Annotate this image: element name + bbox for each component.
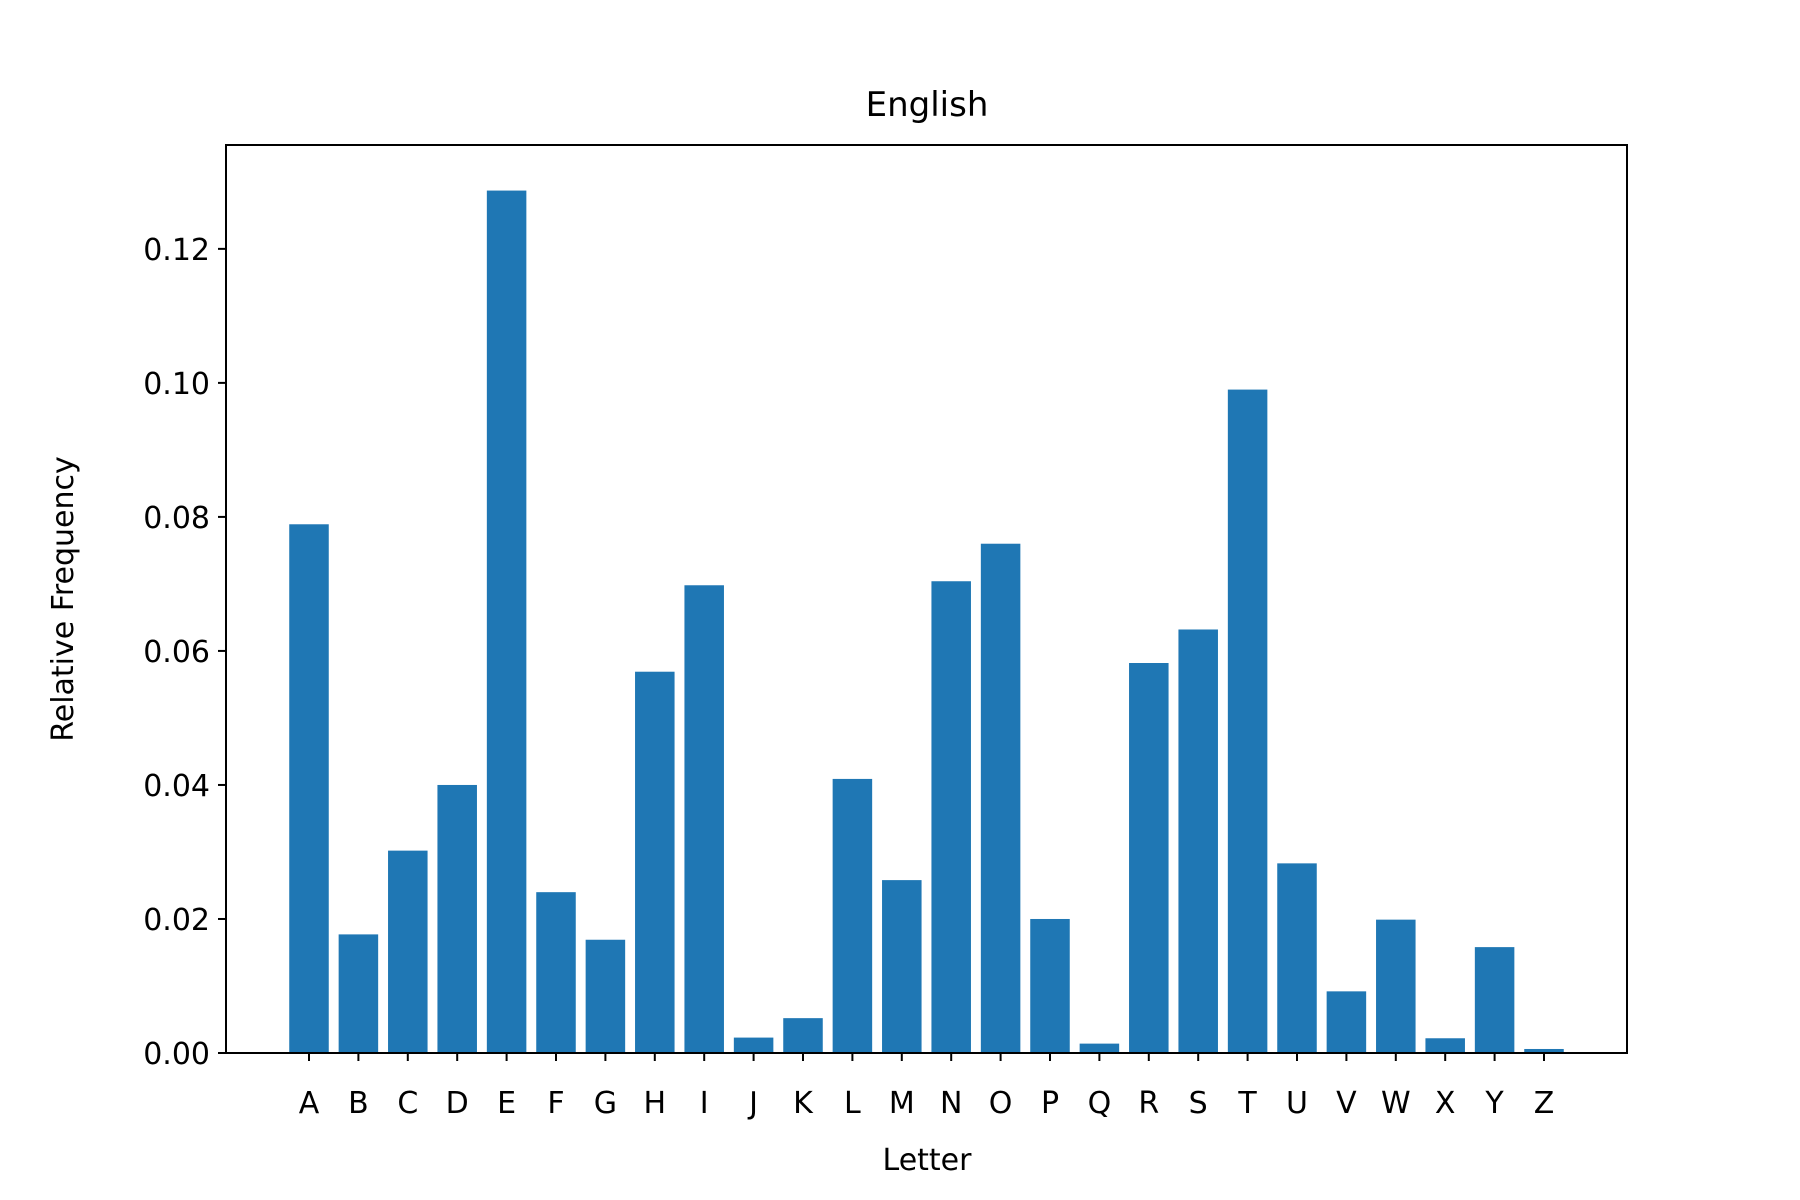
bar-r bbox=[1129, 663, 1169, 1053]
bar-s bbox=[1178, 629, 1218, 1053]
bar-y bbox=[1474, 947, 1515, 1053]
x-tick-label-f: F bbox=[547, 1086, 564, 1121]
bar-f bbox=[536, 892, 576, 1053]
x-tick-label-n: N bbox=[940, 1086, 962, 1121]
y-tick-label-6: 0.12 bbox=[143, 233, 210, 268]
bar-q bbox=[1079, 1043, 1120, 1053]
bar-n bbox=[931, 581, 971, 1053]
bar-m bbox=[882, 880, 922, 1053]
bars-group bbox=[289, 190, 1564, 1054]
x-axis-label: Letter bbox=[883, 1143, 973, 1178]
bar-a bbox=[289, 524, 329, 1053]
x-tick-label-l: L bbox=[844, 1086, 861, 1121]
x-tick-label-h: H bbox=[644, 1086, 667, 1121]
x-tick-label-k: K bbox=[793, 1086, 814, 1121]
x-tick-label-y: Y bbox=[1484, 1086, 1504, 1121]
x-tick-label-z: Z bbox=[1534, 1086, 1555, 1121]
x-tick-label-w: W bbox=[1381, 1086, 1411, 1121]
bar-h bbox=[635, 671, 675, 1053]
y-tick-label-3: 0.06 bbox=[143, 635, 210, 670]
chart-title: English bbox=[866, 85, 989, 125]
x-tick-label-q: Q bbox=[1088, 1086, 1112, 1121]
plot-frame bbox=[225, 144, 1628, 1054]
x-tick-label-p: P bbox=[1041, 1086, 1059, 1121]
y-tick-label-4: 0.08 bbox=[143, 501, 210, 536]
x-tick-label-r: R bbox=[1138, 1086, 1159, 1121]
bar-i bbox=[684, 585, 724, 1053]
bar-w bbox=[1376, 919, 1416, 1053]
x-tick-label-c: C bbox=[397, 1086, 418, 1121]
bar-k bbox=[783, 1018, 823, 1053]
bar-g bbox=[585, 939, 626, 1053]
y-tick-label-1: 0.02 bbox=[143, 903, 210, 938]
bar-j bbox=[733, 1037, 774, 1053]
bar-t bbox=[1227, 389, 1268, 1054]
bar-d bbox=[437, 784, 477, 1053]
bar-p bbox=[1030, 918, 1070, 1053]
bar-x bbox=[1425, 1038, 1465, 1053]
y-axis-label: Relative Frequency bbox=[46, 456, 81, 742]
x-tick-label-t: T bbox=[1237, 1086, 1257, 1121]
bar-c bbox=[388, 850, 428, 1053]
x-tick-label-i: I bbox=[700, 1086, 709, 1121]
y-axis-ticks: 0.00 0.02 0.04 0.06 0.08 0.10 0.12 bbox=[143, 233, 226, 1072]
x-tick-label-j: J bbox=[747, 1086, 758, 1121]
x-tick-label-e: E bbox=[497, 1086, 516, 1121]
x-tick-label-g: G bbox=[594, 1086, 617, 1121]
x-tick-label-v: V bbox=[1336, 1086, 1357, 1121]
bar-e bbox=[486, 190, 527, 1053]
x-tick-label-b: B bbox=[348, 1086, 369, 1121]
bar-o bbox=[980, 543, 1021, 1053]
bar-l bbox=[832, 778, 873, 1053]
x-tick-label-s: S bbox=[1189, 1086, 1208, 1121]
x-tick-label-o: O bbox=[989, 1086, 1013, 1121]
x-tick-label-a: A bbox=[299, 1086, 320, 1121]
bar-u bbox=[1277, 863, 1317, 1053]
bar-z bbox=[1524, 1048, 1564, 1053]
x-tick-label-u: U bbox=[1286, 1086, 1308, 1121]
bar-b bbox=[338, 934, 379, 1053]
y-tick-label-2: 0.04 bbox=[143, 769, 210, 804]
x-tick-label-m: M bbox=[889, 1086, 915, 1121]
y-tick-label-5: 0.10 bbox=[143, 367, 210, 402]
y-tick-label-0: 0.00 bbox=[143, 1037, 210, 1072]
x-tick-label-d: D bbox=[446, 1086, 469, 1121]
bar-v bbox=[1326, 991, 1367, 1053]
x-tick-label-x: X bbox=[1435, 1086, 1456, 1121]
